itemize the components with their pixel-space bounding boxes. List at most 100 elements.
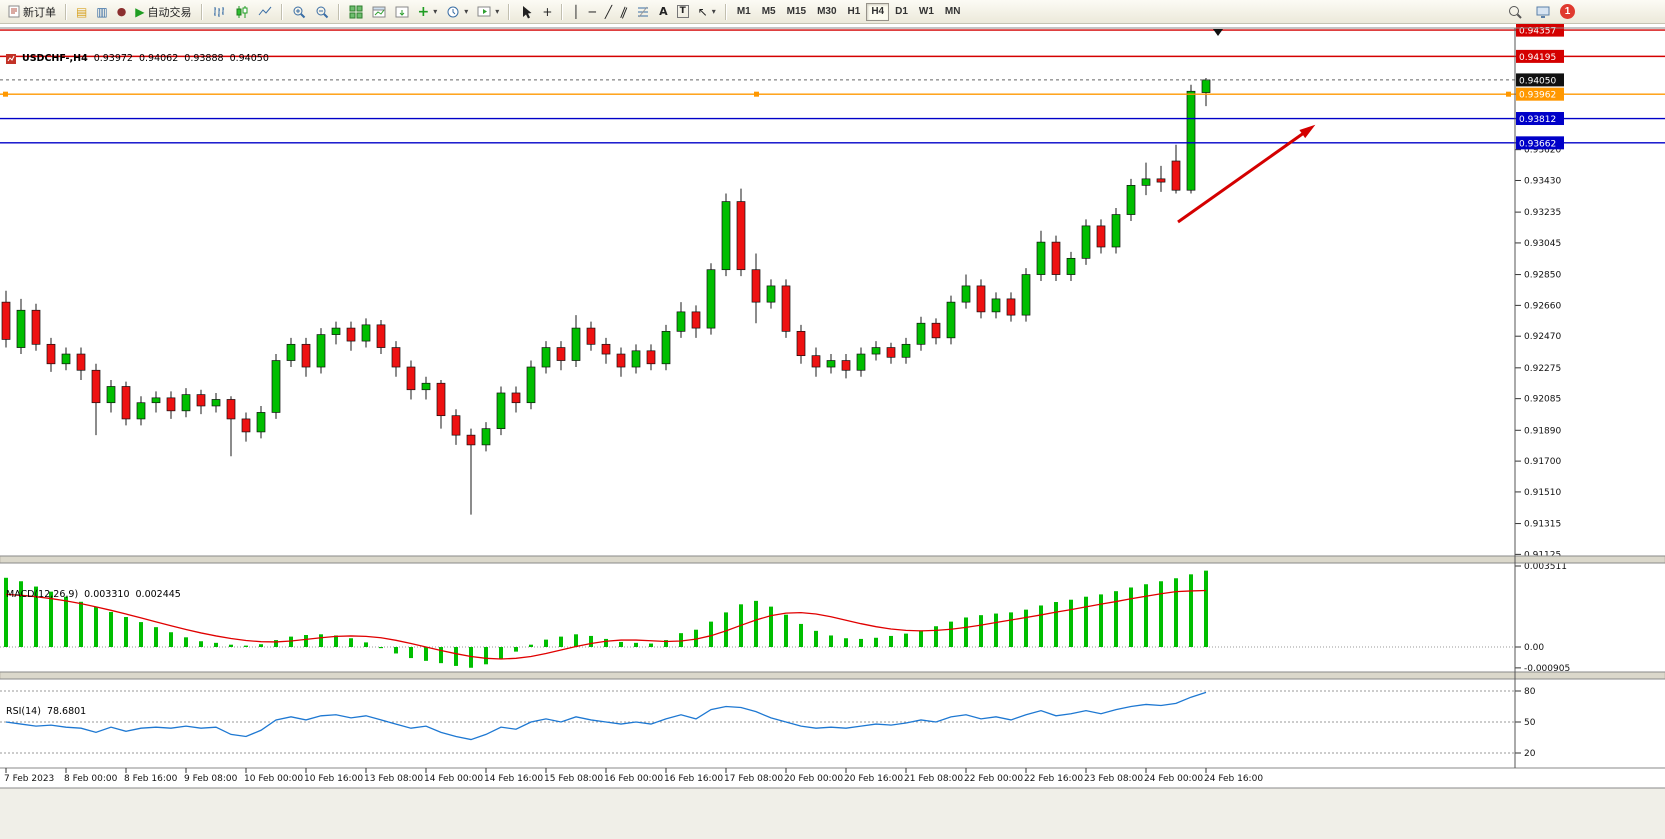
price-tag: 0.94357 [1516,24,1564,37]
zoom-in-button[interactable] [288,2,310,22]
notification-badge[interactable]: 1 [1560,4,1575,19]
periods-button[interactable]: ▾ [442,2,472,22]
text-tool-button[interactable]: A [655,2,672,22]
templates-button[interactable]: ▾ [473,2,503,22]
candle [346,327,356,342]
search-icon [1509,5,1522,19]
macd-signal-line [5,589,1207,660]
svg-text:80: 80 [1524,687,1536,697]
label-tool-button[interactable]: T [673,2,693,22]
svg-text:0.91315: 0.91315 [1524,520,1561,530]
time-axis[interactable]: 7 Feb 2023 8 Feb 00:00 8 Feb 16:00 9 Feb 08… [4,768,1263,784]
indicator-window-button[interactable] [368,2,390,22]
macd-name: MACD(12,26,9) [6,589,79,600]
trendline-tool-button[interactable]: ╱ [601,2,616,22]
data-window-button[interactable]: ▥ [92,2,111,22]
timeframe-M15[interactable]: M15 [782,3,811,21]
candle [946,301,956,339]
support-button[interactable]: ● [113,2,131,22]
candle [1081,225,1091,259]
bar-chart-button[interactable] [208,2,230,22]
trend-arrow-head [1299,124,1316,139]
pane-splitter-rsi[interactable] [0,671,1665,680]
line-chart-icon [258,6,271,15]
cursor-tool-button[interactable] [515,2,537,22]
candle [601,343,611,355]
svg-text:13 Feb 08:00: 13 Feb 08:00 [364,774,423,784]
svg-text:0.92660: 0.92660 [1524,301,1561,311]
candle [886,347,896,358]
new-window-button[interactable] [391,2,413,22]
svg-text:15 Feb 08:00: 15 Feb 08:00 [544,774,603,784]
label-tool-icon: T [676,5,689,18]
timeframe-H1[interactable]: H1 [843,3,866,21]
timeframe-D1[interactable]: D1 [890,3,913,21]
candle [331,327,341,335]
timeframe-MN[interactable]: MN [940,3,966,21]
crosshair-tool-button[interactable]: + [538,2,556,22]
candle [16,309,26,348]
macd-indicator-label[interactable]: MACD(12,26,9) 0.003310 0.002445 [6,589,181,600]
chart-canvas[interactable]: 0.93620 0.93430 0.93235 0.93045 0.92850 0.926… [0,24,1665,839]
candle [1051,241,1061,275]
line-chart-button[interactable] [254,2,276,22]
fibonacci-tool-button[interactable] [632,2,654,22]
price-scale[interactable]: 0.93620 0.93430 0.93235 0.93045 0.92850 0.926… [1515,146,1561,561]
add-indicator-button[interactable]: + ▾ [414,2,442,22]
marketwatch-button[interactable]: ▤ [72,2,91,22]
svg-text:22 Feb 00:00: 22 Feb 00:00 [964,774,1023,784]
zoom-out-button[interactable] [311,2,333,22]
timeframe-M5[interactable]: M5 [757,3,781,21]
svg-text:0.93235: 0.93235 [1524,208,1561,218]
timeframe-M30[interactable]: M30 [812,3,841,21]
terminal-icon [1536,6,1550,18]
arrows-tool-button[interactable]: ↖ ▾ [694,2,720,22]
candle [1201,79,1211,93]
candle [106,386,116,404]
svg-text:20: 20 [1524,749,1536,759]
toolbar-separator [724,3,727,20]
horizontal-line-icon: ─ [588,4,596,19]
candle [406,366,416,391]
vertical-line-tool-button[interactable]: │ [568,2,583,22]
svg-text:0.91510: 0.91510 [1524,488,1561,498]
candle [226,399,236,420]
candle [31,309,41,345]
timeframe-W1[interactable]: W1 [914,3,939,21]
svg-text:24 Feb 00:00: 24 Feb 00:00 [1144,774,1203,784]
svg-text:9 Feb 08:00: 9 Feb 08:00 [184,774,238,784]
trend-arrow[interactable] [1177,128,1309,224]
terminal-button[interactable] [1532,2,1554,22]
channel-tool-button[interactable]: ∥ [617,2,631,22]
timeframe-H4[interactable]: H4 [866,2,890,21]
horizontal-line-tool-button[interactable]: ─ [585,2,600,22]
candle [796,330,806,357]
candlestick-chart-button[interactable] [231,2,253,22]
pane-splitter-macd[interactable] [0,555,1665,564]
candle [421,382,431,391]
candle [1021,274,1031,316]
svg-text:10 Feb 16:00: 10 Feb 16:00 [304,774,363,784]
svg-text:0.00: 0.00 [1524,643,1544,653]
ohlc-open: 0.93972 [93,53,133,64]
candle [316,334,326,368]
new-order-button[interactable]: 新订单 [4,2,60,22]
svg-text:7 Feb 2023: 7 Feb 2023 [4,774,54,784]
last-bar-marker [1213,29,1223,36]
autotrade-label: 自动交易 [147,6,192,19]
rsi-indicator-label[interactable]: RSI(14) 78.6801 [6,706,86,717]
autotrade-button[interactable]: ▶ 自动交易 [131,2,195,22]
chart-area[interactable]: 0.93620 0.93430 0.93235 0.93045 0.92850 0.926… [0,24,1665,839]
candle [196,394,206,407]
fibonacci-icon [638,6,649,17]
timeframe-M1[interactable]: M1 [732,3,756,21]
svg-text:0.91700: 0.91700 [1524,457,1561,467]
line-handle[interactable] [754,91,759,97]
svg-text:8 Feb 16:00: 8 Feb 16:00 [124,774,178,784]
chevron-down-icon: ▾ [433,7,438,16]
tile-windows-button[interactable] [345,2,367,22]
candle [511,392,521,404]
line-handle[interactable] [3,91,8,97]
line-handle[interactable] [1506,91,1511,97]
search-button[interactable] [1504,2,1526,22]
